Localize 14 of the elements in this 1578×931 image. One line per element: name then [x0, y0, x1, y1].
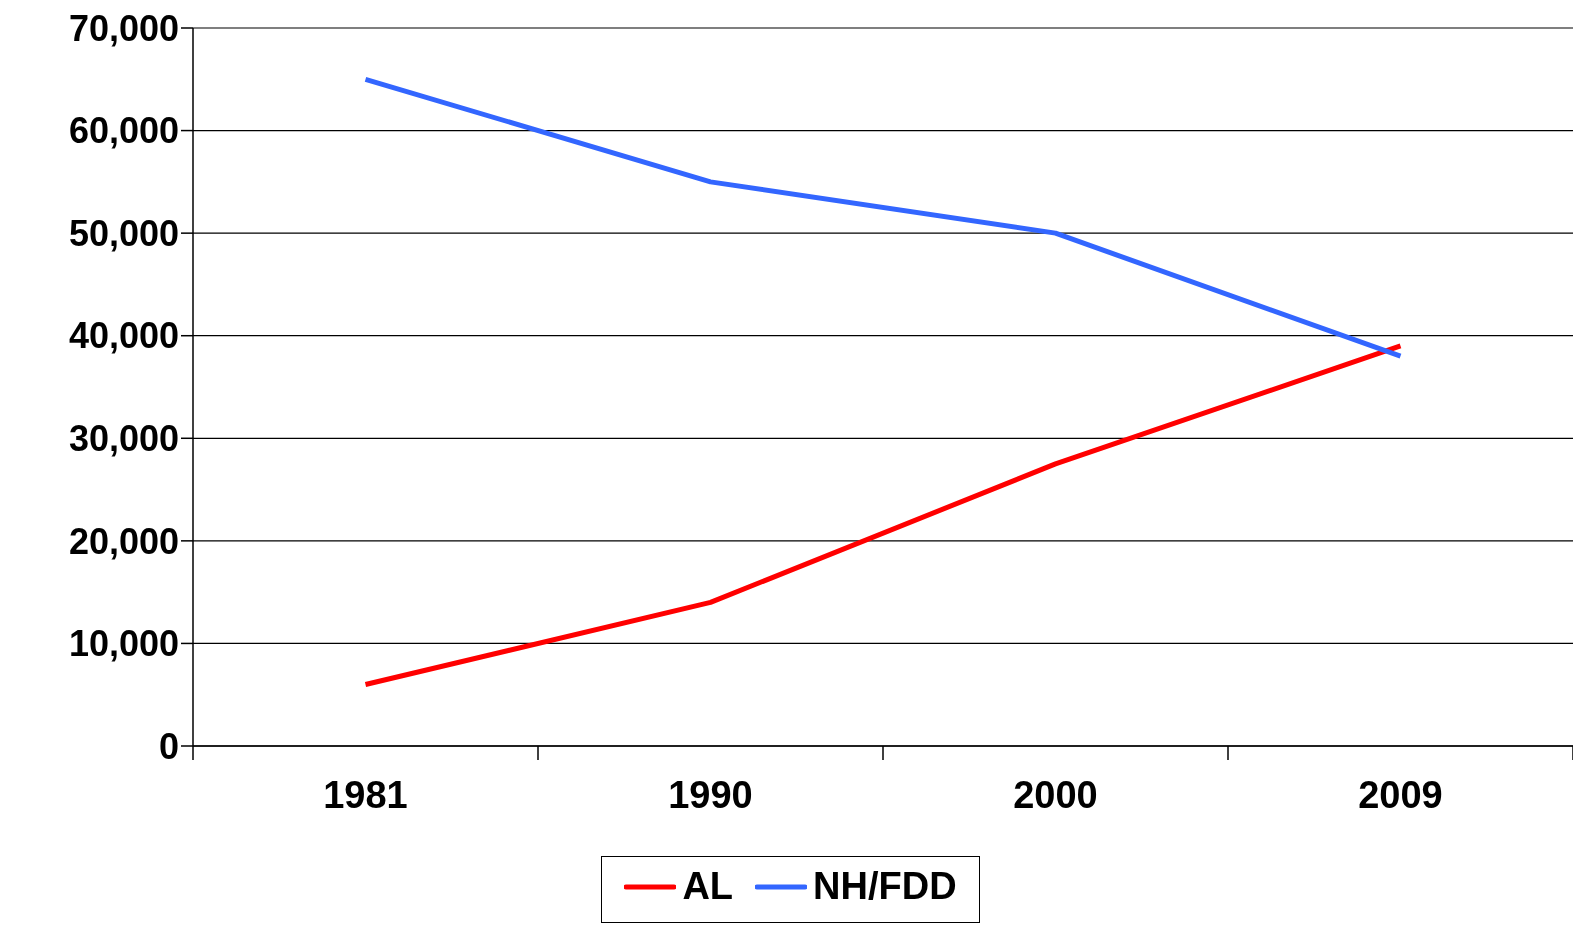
y-tick-label: 20,000	[68, 520, 179, 562]
y-tick-label: 0	[158, 725, 179, 767]
y-tick-label: 30,000	[68, 418, 179, 460]
x-tick-label: 2000	[1013, 774, 1098, 816]
x-tick-label: 1990	[668, 774, 753, 816]
y-tick-label: 10,000	[68, 623, 179, 665]
legend-label: AL	[682, 865, 734, 908]
x-tick-label: 1981	[323, 774, 408, 816]
y-tick-label: 70,000	[68, 7, 179, 49]
y-tick-label: 40,000	[68, 315, 179, 357]
y-tick-label: 60,000	[68, 110, 179, 152]
legend-label: NH/FDD	[813, 865, 957, 908]
y-tick-label: 50,000	[68, 212, 179, 254]
x-tick-label: 2009	[1358, 774, 1443, 816]
